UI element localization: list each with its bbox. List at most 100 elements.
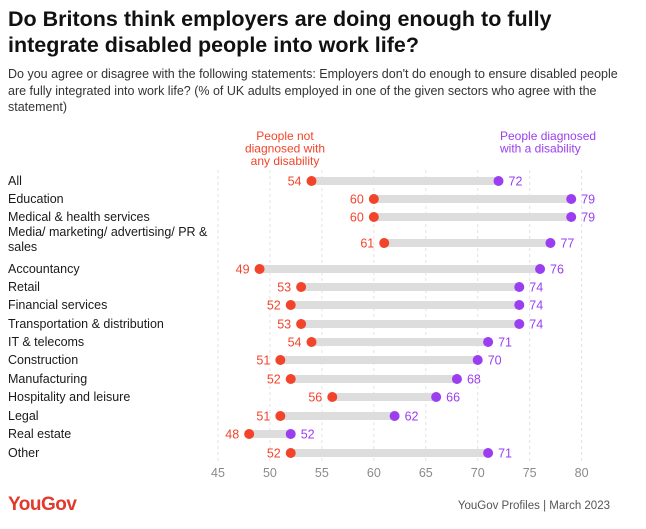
dot-not-diagnosed [368,212,379,222]
value-label-diagnosed: 68 [467,373,481,387]
legend: People not diagnosed with any disability Pe… [245,129,596,168]
table-row: Retail 53 74 [8,280,543,295]
chart-title: Do Britons think employers are doing eno… [8,7,552,57]
value-label-diagnosed: 77 [560,237,574,251]
table-row: Medical & health services 60 79 [8,210,595,225]
value-label-not-diagnosed: 60 [350,193,364,207]
dot-diagnosed [493,176,504,186]
value-label-diagnosed: 74 [529,299,543,313]
value-label-not-diagnosed: 54 [288,336,302,350]
value-label-not-diagnosed: 49 [236,263,250,277]
category-label: Media/ marketing/ advertising/ PR & sales [8,225,208,254]
dot-diagnosed [514,319,525,329]
table-row: Media/ marketing/ advertising/ PR & sales… [8,225,574,254]
dot-not-diagnosed [285,374,296,384]
category-label: Hospitality and leisure [8,390,130,404]
category-label: Medical & health services [8,210,150,224]
value-label-not-diagnosed: 52 [267,373,281,387]
table-row: Other 52 71 [8,446,512,461]
dot-diagnosed [566,212,577,222]
x-tick-label: 80 [575,466,589,480]
value-label-not-diagnosed: 52 [267,299,281,313]
x-tick-label: 55 [315,466,329,480]
dot-diagnosed [472,355,483,365]
value-label-not-diagnosed: 60 [350,211,364,225]
value-label-diagnosed: 71 [498,336,512,350]
x-tick-label: 60 [367,466,381,480]
dot-diagnosed [514,300,525,310]
chart-subtitle: Do you agree or disagree with the follow… [8,67,618,114]
table-row: Legal 51 62 [8,409,419,424]
value-label-not-diagnosed: 53 [277,281,291,295]
dot-diagnosed [431,392,442,402]
value-label-not-diagnosed: 54 [288,175,302,189]
value-label-diagnosed: 74 [529,318,543,332]
dot-diagnosed [285,429,296,439]
category-label: Legal [8,409,39,423]
value-label-not-diagnosed: 56 [308,391,322,405]
dot-diagnosed [483,448,494,458]
dot-not-diagnosed [368,194,379,204]
category-label: Construction [8,353,78,367]
category-label: Transportation & distribution [8,317,164,331]
value-label-diagnosed: 71 [498,447,512,461]
table-row: Real estate 48 52 [8,427,315,442]
yougov-logo: YouGov [8,494,77,515]
category-label: Other [8,446,39,460]
category-label: Real estate [8,427,71,441]
dot-not-diagnosed [275,355,286,365]
dot-diagnosed [514,282,525,292]
dot-diagnosed [483,337,494,347]
dot-not-diagnosed [285,448,296,458]
x-tick-label: 70 [471,466,485,480]
table-row: Hospitality and leisure 56 66 [8,390,460,405]
category-label: All [8,174,22,188]
value-label-diagnosed: 74 [529,281,543,295]
value-label-not-diagnosed: 53 [277,318,291,332]
value-label-diagnosed: 72 [509,175,523,189]
dot-not-diagnosed [379,238,390,248]
category-label: IT & telecoms [8,335,84,349]
x-tick-label: 65 [419,466,433,480]
category-label: Retail [8,280,40,294]
table-row: Transportation & distribution 53 74 [8,317,543,332]
legend-diagnosed: People diagnosed with a disability [499,129,596,156]
table-row: Accountancy 49 76 [8,262,564,277]
dot-not-diagnosed [306,337,317,347]
table-row: Manufacturing 52 68 [8,372,481,387]
dot-not-diagnosed [296,282,307,292]
value-label-not-diagnosed: 48 [225,428,239,442]
x-tick-label: 75 [523,466,537,480]
legend-not-diagnosed: People not diagnosed with any disability [245,129,325,168]
value-label-diagnosed: 70 [488,354,502,368]
dot-not-diagnosed [275,411,286,421]
dot-not-diagnosed [244,429,255,439]
dot-diagnosed [389,411,400,421]
value-label-diagnosed: 79 [581,193,595,207]
category-label: Manufacturing [8,372,87,386]
value-label-diagnosed: 66 [446,391,460,405]
dot-diagnosed [545,238,556,248]
x-tick-label: 50 [263,466,277,480]
source-note: YouGov Profiles | March 2023 [457,500,610,512]
table-row: All 54 72 [8,174,522,189]
table-row: Education 60 79 [8,192,595,207]
value-label-not-diagnosed: 52 [267,447,281,461]
value-label-not-diagnosed: 61 [360,237,374,251]
value-label-diagnosed: 76 [550,263,564,277]
x-axis-ticks: 45 50 55 60 65 70 75 80 [211,466,589,480]
value-label-diagnosed: 52 [301,428,315,442]
dot-not-diagnosed [306,176,317,186]
value-label-diagnosed: 79 [581,211,595,225]
dot-not-diagnosed [285,300,296,310]
value-label-not-diagnosed: 51 [256,410,270,424]
category-label: Education [8,192,64,206]
dot-not-diagnosed [327,392,338,402]
value-label-diagnosed: 62 [405,410,419,424]
category-label: Accountancy [8,262,80,276]
dot-not-diagnosed [296,319,307,329]
dot-diagnosed [535,264,546,274]
table-row: Financial services 52 74 [8,298,543,313]
value-label-not-diagnosed: 51 [256,354,270,368]
